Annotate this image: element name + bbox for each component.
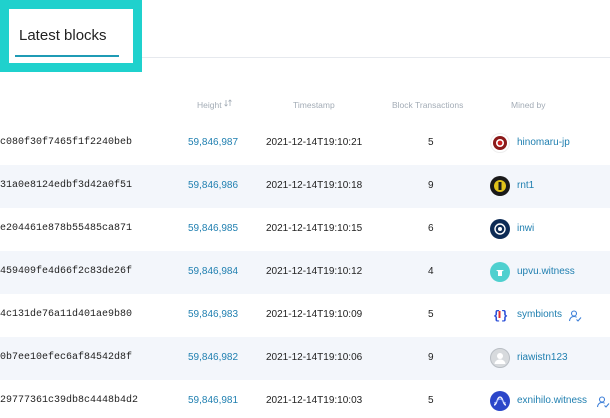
tab-label: Latest blocks: [19, 27, 107, 44]
block-hash[interactable]: 0b7ee10efec6af84542d8f: [0, 352, 133, 363]
default-user-avatar-icon[interactable]: [490, 348, 510, 368]
latest-blocks-tab[interactable]: Latest blocks: [0, 0, 142, 72]
miner-link[interactable]: exnihilo.witness: [517, 395, 588, 406]
miner-link[interactable]: riawistn123: [517, 352, 568, 363]
block-timestamp: 2021-12-14T19:10:03: [266, 395, 363, 406]
block-transaction-count: 4: [428, 266, 434, 277]
block-height-link[interactable]: 59,846,985: [188, 223, 239, 234]
column-header-mined-by: Mined by: [511, 100, 546, 110]
blocks-table: c080f30f7465f1f2240beb 59,846,987 2021-1…: [0, 122, 610, 418]
block-height-link[interactable]: 59,846,981: [188, 395, 239, 406]
block-hash[interactable]: 459409fe4d66f2c83de26f: [0, 266, 133, 277]
table-row: 4c131de76a11d401ae9b80 59,846,983 2021-1…: [0, 294, 610, 337]
tab-divider: [142, 57, 610, 58]
block-height-link[interactable]: 59,846,983: [188, 309, 239, 320]
hinomaru-avatar-icon[interactable]: [490, 133, 510, 153]
sort-icon[interactable]: [223, 99, 232, 107]
block-height-link[interactable]: 59,846,984: [188, 266, 239, 277]
block-height-link[interactable]: 59,846,982: [188, 352, 239, 363]
table-row: c080f30f7465f1f2240beb 59,846,987 2021-1…: [0, 122, 610, 165]
table-row: 31a0e8124edbf3d42a0f51 59,846,986 2021-1…: [0, 165, 610, 208]
block-transaction-count: 9: [428, 180, 434, 191]
block-height-link[interactable]: 59,846,987: [188, 137, 239, 148]
block-hash[interactable]: 29777361c39db8c4448b4d2: [0, 395, 139, 406]
miner-link[interactable]: hinomaru-jp: [517, 137, 570, 148]
miner-link[interactable]: rnt1: [517, 180, 535, 191]
block-transaction-count: 5: [428, 137, 434, 148]
block-transaction-count: 5: [428, 309, 434, 320]
svg-text:{: {: [493, 309, 500, 323]
block-hash[interactable]: e204461e878b55485ca871: [0, 223, 133, 234]
block-hash[interactable]: c080f30f7465f1f2240beb: [0, 137, 133, 148]
table-row: 29777361c39db8c4448b4d2 59,846,981 2021-…: [0, 380, 610, 418]
block-timestamp: 2021-12-14T19:10:06: [266, 352, 363, 363]
table-row: e204461e878b55485ca871 59,846,985 2021-1…: [0, 208, 610, 251]
svg-text:}: }: [501, 309, 508, 323]
active-tab-underline: [15, 55, 119, 57]
block-hash[interactable]: 31a0e8124edbf3d42a0f51: [0, 180, 133, 191]
table-row: 459409fe4d66f2c83de26f 59,846,984 2021-1…: [0, 251, 610, 294]
block-height-link[interactable]: 59,846,986: [188, 180, 239, 191]
verified-user-icon: [568, 309, 582, 326]
block-transaction-count: 5: [428, 395, 434, 406]
column-header-transactions: Block Transactions: [392, 100, 464, 110]
block-hash[interactable]: 4c131de76a11d401ae9b80: [0, 309, 133, 320]
exnihilo-avatar-icon[interactable]: [490, 391, 510, 411]
upvu-avatar-icon[interactable]: [490, 262, 510, 282]
miner-link[interactable]: upvu.witness: [517, 266, 575, 277]
miner-link[interactable]: symbionts: [517, 309, 563, 320]
block-timestamp: 2021-12-14T19:10:15: [266, 223, 363, 234]
miner-link[interactable]: inwi: [517, 223, 535, 234]
verified-user-icon: [596, 395, 610, 412]
block-timestamp: 2021-12-14T19:10:21: [266, 137, 363, 148]
block-transaction-count: 9: [428, 352, 434, 363]
symbionts-avatar-icon[interactable]: {}: [490, 305, 510, 325]
table-row: 0b7ee10efec6af84542d8f 59,846,982 2021-1…: [0, 337, 610, 380]
inwi-avatar-icon[interactable]: [490, 219, 510, 239]
column-header-height[interactable]: Height: [197, 99, 232, 110]
rnt1-avatar-icon[interactable]: [490, 176, 510, 196]
column-header-timestamp: Timestamp: [293, 100, 335, 110]
block-timestamp: 2021-12-14T19:10:18: [266, 180, 363, 191]
block-timestamp: 2021-12-14T19:10:12: [266, 266, 363, 277]
block-timestamp: 2021-12-14T19:10:09: [266, 309, 363, 320]
block-transaction-count: 6: [428, 223, 434, 234]
